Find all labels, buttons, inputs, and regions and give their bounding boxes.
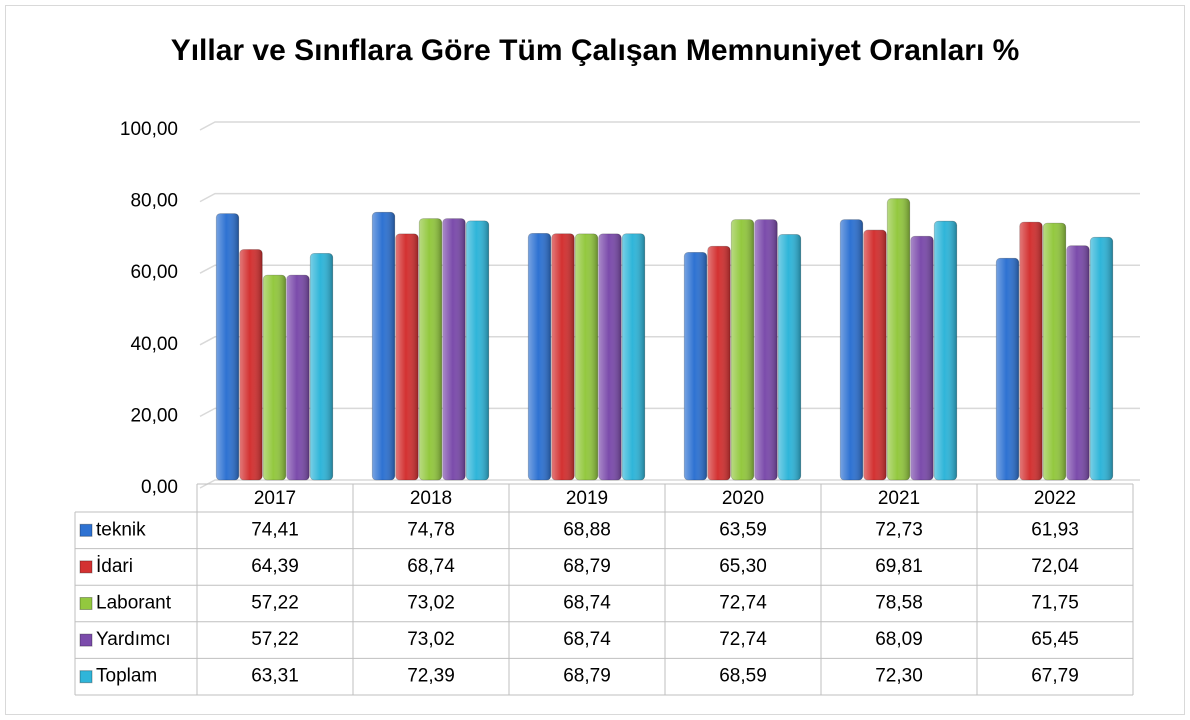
bar-shade [1019, 222, 1043, 480]
legend-key [79, 597, 93, 610]
legend-label: Yardımcı [96, 629, 171, 650]
bar-shade [466, 220, 489, 480]
grid-line [199, 407, 1140, 418]
x-tick-label: 2019 [566, 488, 608, 509]
data-label: 63,59 [719, 519, 767, 540]
bar-shade [622, 233, 645, 480]
data-label: 64,39 [251, 556, 299, 577]
bar-shade [910, 236, 934, 480]
data-label: 71,75 [1031, 593, 1079, 614]
data-label: 78,58 [875, 593, 923, 614]
data-label: 65,30 [719, 556, 767, 577]
x-tick-label: 2020 [722, 488, 764, 509]
data-label: 72,74 [719, 593, 767, 614]
data-label: 73,02 [407, 593, 455, 614]
bar-shade [754, 219, 778, 480]
grid-line [199, 336, 1140, 346]
data-label: 72,74 [719, 629, 767, 650]
data-label: 68,59 [719, 666, 767, 687]
bar-shade [887, 198, 910, 480]
data-label: 61,93 [1031, 519, 1079, 540]
data-label: 57,22 [251, 593, 299, 614]
legend-label: teknik [96, 519, 146, 540]
data-label: 74,41 [251, 519, 299, 540]
legend-key [79, 670, 93, 684]
legend-label: Toplam [96, 666, 157, 687]
bar-shade [419, 218, 442, 481]
x-tick-label: 2022 [1034, 488, 1076, 509]
data-label: 73,02 [407, 629, 455, 650]
legend-label: İdari [96, 556, 133, 577]
bar-shade [934, 221, 957, 480]
y-tick-label: 60,00 [130, 262, 178, 283]
bar-shade [840, 219, 863, 481]
data-label: 68,79 [563, 556, 611, 577]
data-label: 68,74 [407, 556, 455, 577]
x-tick-label: 2021 [878, 488, 920, 509]
legend-key [79, 633, 93, 647]
bar-shade [239, 249, 263, 480]
bar-shade [528, 233, 551, 480]
legend-label: Laborant [96, 593, 172, 614]
chart-title: Yıllar ve Sınıflara Göre Tüm Çalışan Mem… [171, 34, 1020, 67]
bar-shade [778, 234, 801, 480]
y-tick-label: 100,00 [120, 119, 178, 140]
bar-shade [684, 252, 707, 480]
bar-shade [1066, 245, 1090, 480]
data-label: 72,73 [875, 519, 923, 540]
x-tick-label: 2017 [254, 488, 296, 509]
y-tick-label: 0,00 [141, 477, 178, 498]
legend-key [79, 560, 93, 574]
bar-shade [263, 275, 286, 480]
bar-shade [372, 212, 395, 480]
bar-shade [310, 253, 333, 480]
data-label: 68,74 [563, 629, 611, 650]
bar-shade [575, 233, 598, 480]
y-tick-label: 20,00 [130, 405, 178, 426]
data-label: 74,78 [407, 519, 455, 540]
data-label: 67,79 [1031, 666, 1079, 687]
bar-shade [996, 258, 1019, 480]
grid-line [199, 264, 1140, 274]
bar-shade [1090, 237, 1113, 480]
data-label: 68,74 [563, 593, 611, 614]
data-label: 72,30 [875, 666, 923, 687]
data-label: 63,31 [251, 666, 299, 687]
data-label: 57,22 [251, 629, 299, 650]
data-label: 69,81 [875, 556, 923, 577]
bar-shade [551, 233, 575, 480]
bar-shade [216, 213, 239, 481]
data-label: 68,79 [563, 666, 611, 687]
bar-shade [442, 218, 466, 481]
bar-shade [863, 230, 887, 480]
data-label: 72,04 [1031, 556, 1079, 577]
grid-line [199, 479, 1140, 489]
y-tick-label: 80,00 [130, 191, 178, 212]
y-tick-label: 40,00 [130, 334, 178, 355]
data-label: 72,39 [407, 666, 455, 687]
bar-shade [286, 275, 310, 480]
bar-shade [731, 219, 754, 480]
legend-key [79, 523, 93, 537]
bar-shade [395, 233, 419, 480]
grid-line [199, 121, 1140, 131]
bar-shade [598, 233, 622, 480]
bar-shade [1043, 223, 1066, 480]
data-label: 68,88 [563, 519, 611, 540]
grid-line [199, 192, 1140, 203]
data-label: 65,45 [1031, 629, 1079, 650]
data-label: 68,09 [875, 629, 923, 650]
x-tick-label: 2018 [410, 488, 452, 509]
bar-shade [707, 246, 731, 480]
